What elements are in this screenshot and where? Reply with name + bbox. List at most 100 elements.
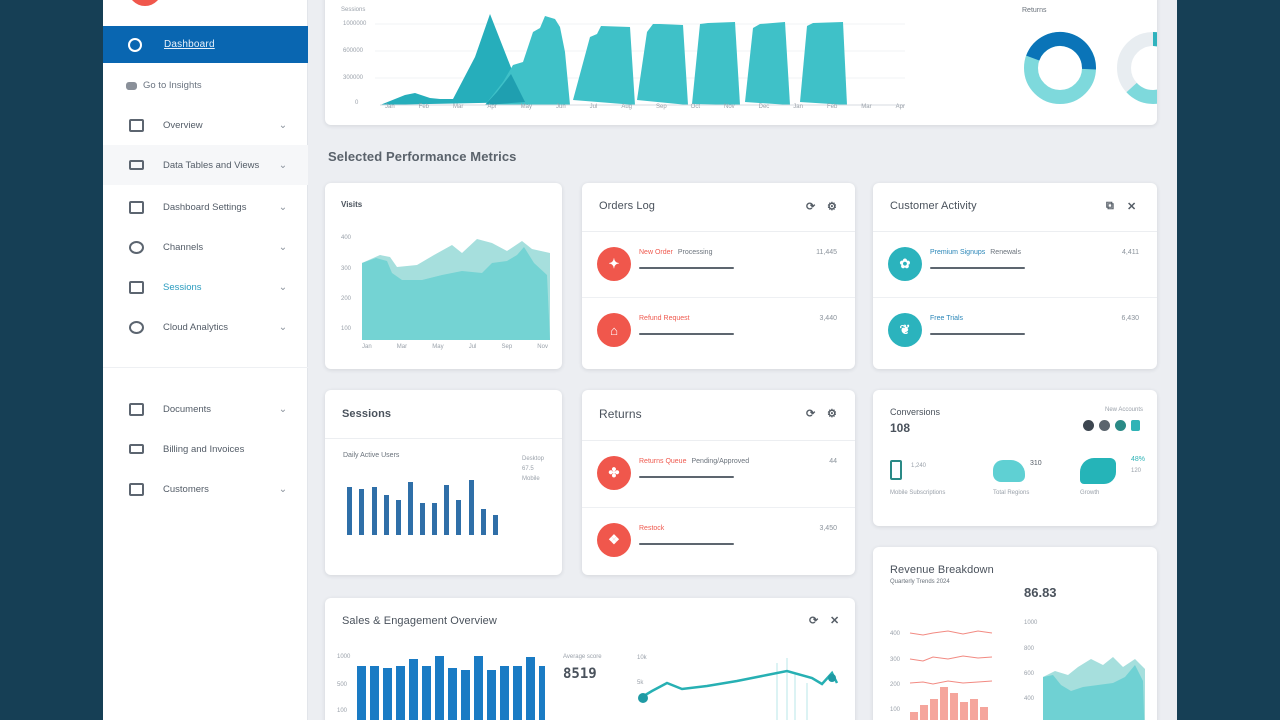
sidebar-item-billing[interactable]: Billing and Invoices <box>103 429 308 469</box>
visits-area-chart[interactable] <box>362 235 552 345</box>
customers-card: Customer Activity ⧉ ✕ ✿ Premium Signups R… <box>873 183 1157 369</box>
refresh-button[interactable]: ⟳ <box>806 408 816 420</box>
stat-value: 310 <box>1030 460 1042 467</box>
divider <box>873 297 1157 298</box>
eye-icon <box>126 81 137 90</box>
card-title: Sessions <box>342 408 392 420</box>
map-region-icon <box>993 460 1025 482</box>
chevron-down-icon[interactable]: ⌄ <box>278 201 288 213</box>
y-tick: 100 <box>341 326 352 332</box>
list-item[interactable]: ❦ Free Trials 6,430 <box>873 297 1157 363</box>
image-icon <box>129 200 144 214</box>
copy-button[interactable]: ⧉ <box>1106 200 1114 212</box>
sidebar-item-channels[interactable]: Channels ⌄ <box>103 227 308 267</box>
sales-engagement-card: Sales & Engagement Overview ⟳ ✕ 1000 500… <box>325 598 855 720</box>
sessions-area-chart[interactable] <box>375 2 905 107</box>
x-tick: Jun <box>555 104 566 110</box>
sidebar: Dashboard Go to Insights Overview ⌄ Data… <box>103 0 308 720</box>
list-item[interactable]: ❖ Restock 3,450 <box>582 507 855 573</box>
x-tick: Dec <box>758 104 770 110</box>
logo[interactable] <box>128 0 162 6</box>
bird-icon: ❦ <box>888 313 922 347</box>
sidebar-item-sessions[interactable]: Sessions ⌄ <box>103 267 308 307</box>
cloud-icon <box>129 320 144 334</box>
engagement-bar-chart[interactable] <box>355 654 545 720</box>
progress-bar <box>930 267 1025 269</box>
sidebar-item-documents[interactable]: Documents ⌄ <box>103 389 308 429</box>
sidebar-item-label: Data Tables and Views <box>163 159 260 171</box>
revenue-area-chart[interactable] <box>1043 657 1148 720</box>
x-tick: May <box>432 344 444 350</box>
chevron-down-icon[interactable]: ⌄ <box>278 159 288 171</box>
chevron-down-icon[interactable]: ⌄ <box>278 241 288 253</box>
list-item[interactable]: ✤ Returns Queue Pending/Approved 44 <box>582 440 855 506</box>
x-tick: Mar <box>396 344 408 350</box>
card-title: Conversions <box>890 407 941 417</box>
earth-icon[interactable] <box>1115 420 1126 431</box>
y-tick: 600000 <box>343 48 364 54</box>
settings-button[interactable]: ⚙ <box>827 201 837 213</box>
sidebar-item-dashboard-settings[interactable]: Dashboard Settings ⌄ <box>103 187 308 227</box>
row-value: 3,450 <box>819 525 837 532</box>
x-tick: Feb <box>826 104 838 110</box>
chevron-down-icon[interactable]: ⌄ <box>278 321 288 333</box>
returns-donut-chart-2[interactable] <box>1115 30 1157 106</box>
orders-card: Orders Log ⟳ ⚙ ✦ New Order Processing 11,… <box>582 183 855 369</box>
chat-icon[interactable] <box>1099 420 1110 431</box>
row-label: Restock <box>639 525 665 532</box>
sidebar-item-data-tables[interactable]: Data Tables and Views ⌄ <box>103 145 308 185</box>
grid-icon <box>129 280 144 294</box>
x-tick: May <box>520 104 532 110</box>
sidebar-item-dashboard[interactable]: Dashboard <box>103 26 308 63</box>
y-tick: 10k <box>637 655 647 661</box>
sessions-overview-card: Sessions 1000000 600000 300000 0 Jan Feb… <box>325 0 1157 125</box>
returns-donut-chart-1[interactable] <box>1022 30 1098 106</box>
globe-icon[interactable] <box>1083 420 1094 431</box>
card-title: Visits <box>341 200 363 209</box>
x-tick: Nov <box>537 344 548 350</box>
chevron-down-icon[interactable]: ⌄ <box>278 403 288 415</box>
swap-icon <box>129 402 144 416</box>
chevron-down-icon[interactable]: ⌄ <box>278 483 288 495</box>
sidebar-item-cloud-analytics[interactable]: Cloud Analytics ⌄ <box>103 307 308 347</box>
y-tick: 600 <box>1024 671 1035 677</box>
row-value: 6,430 <box>1121 315 1139 322</box>
row-label: Premium Signups Renewals <box>930 249 1021 256</box>
home-icon: ⌂ <box>597 313 631 347</box>
row-label: Refund Request <box>639 315 690 322</box>
progress-bar <box>639 333 734 335</box>
list-item[interactable]: ✦ New Order Processing 11,445 <box>582 231 855 297</box>
card-title: Returns <box>599 407 642 421</box>
kpi-value: 108 <box>890 421 911 435</box>
list-item[interactable]: ✿ Premium Signups Renewals 4,411 <box>873 231 1157 297</box>
chevron-down-icon[interactable]: ⌄ <box>278 119 288 131</box>
puzzle-icon: ✿ <box>888 247 922 281</box>
engagement-line-chart[interactable] <box>637 653 842 720</box>
sidebar-item-customers[interactable]: Customers ⌄ <box>103 469 308 509</box>
refresh-button[interactable]: ⟳ <box>806 201 816 213</box>
revenue-line-bar-chart[interactable] <box>908 627 993 720</box>
card-subtitle: Quarterly Trends 2024 <box>890 579 950 585</box>
y-tick: 200 <box>890 682 901 688</box>
returns-card: Returns ⟳ ⚙ ✤ Returns Queue Pending/Appro… <box>582 390 855 575</box>
refresh-button[interactable]: ⟳ <box>809 615 819 627</box>
sidebar-section-insights[interactable]: Go to Insights <box>126 80 202 91</box>
x-tick: Sep <box>501 344 513 350</box>
x-tick: Mar <box>861 104 872 110</box>
x-axis-ticks: Jan Feb Mar Apr May Jun Jul Aug Sep Oct … <box>385 104 905 110</box>
list-item[interactable]: ⌂ Refund Request 3,440 <box>582 297 855 363</box>
sessions-bar-card: Sessions Daily Active Users Desktop 67.5… <box>325 390 562 575</box>
chevron-down-icon[interactable]: ⌄ <box>278 281 288 293</box>
legend-item: Mobile <box>522 476 540 482</box>
close-button[interactable]: ✕ <box>1127 201 1137 213</box>
x-tick: Jan <box>362 344 372 350</box>
shield-icon[interactable] <box>1131 420 1140 431</box>
card-title: Customer Activity <box>890 200 977 212</box>
sidebar-item-overview[interactable]: Overview ⌄ <box>103 105 308 145</box>
settings-button[interactable]: ⚙ <box>827 408 837 420</box>
sessions-bar-chart[interactable] <box>345 475 515 537</box>
y-tick: 800 <box>1024 646 1035 652</box>
x-tick: Feb <box>418 104 430 110</box>
revenue-breakdown-card: Revenue Breakdown Quarterly Trends 2024 … <box>873 547 1157 720</box>
close-button[interactable]: ✕ <box>830 615 840 627</box>
